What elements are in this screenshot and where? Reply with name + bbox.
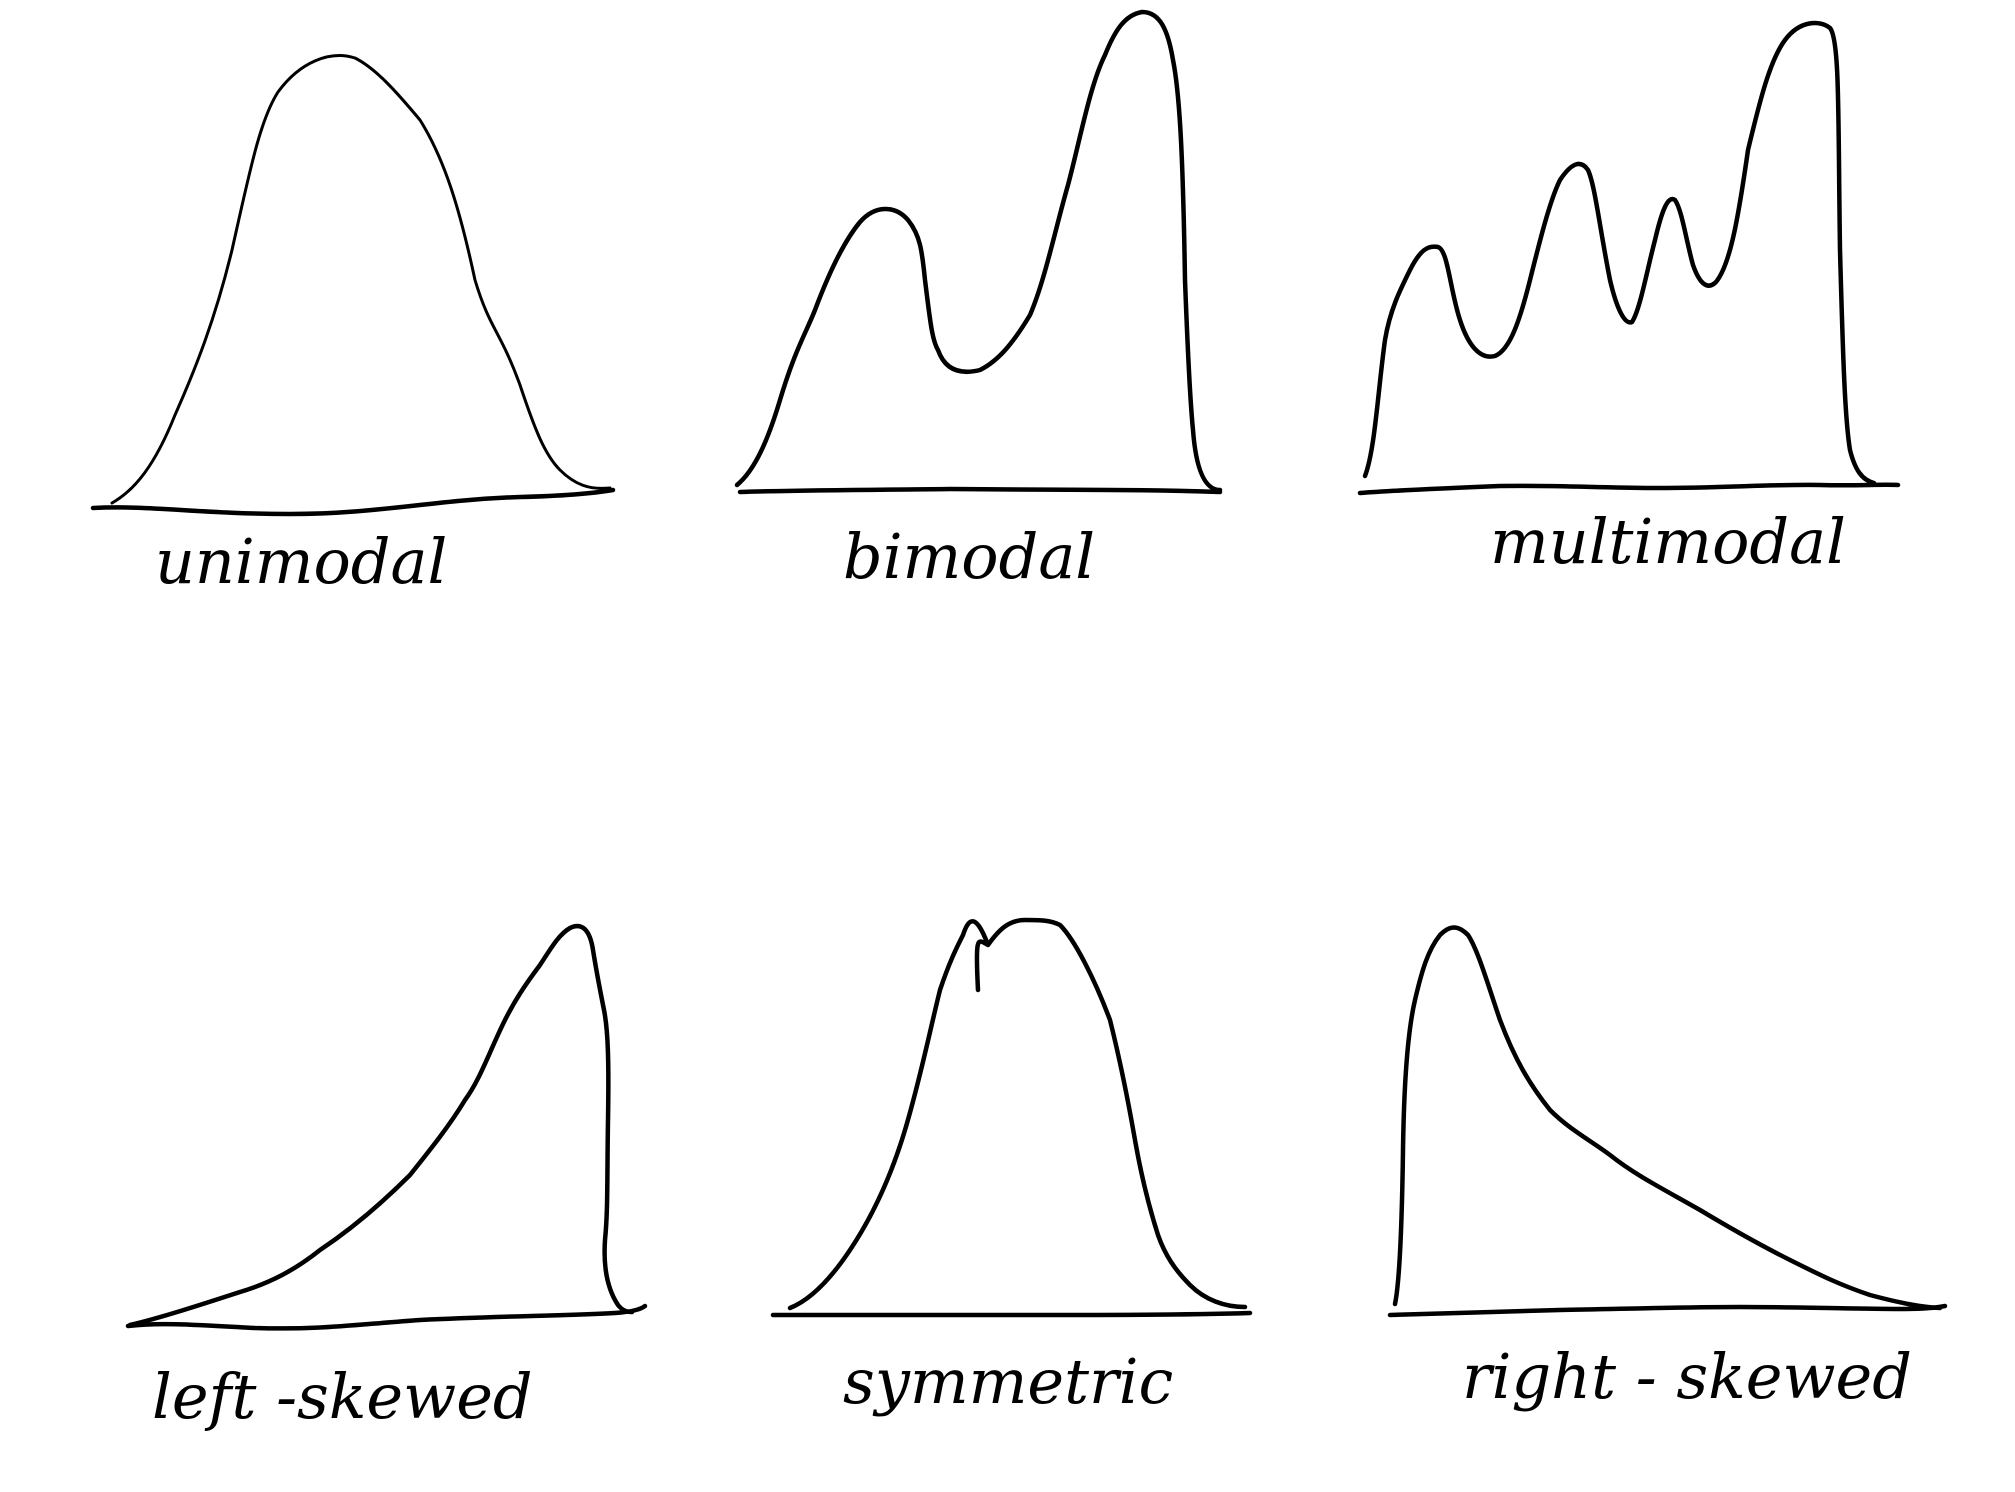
left-skewed-label: left -skewed [152, 1360, 533, 1433]
symmetric-curve [787, 917, 1248, 1311]
left-skewed-curve [127, 923, 635, 1328]
unimodal-curve [110, 54, 612, 505]
unimodal-baseline [90, 487, 616, 517]
panel-right-skewed: right - skewed [1387, 925, 1948, 1413]
bimodal-label: bimodal [843, 520, 1095, 593]
panel-unimodal: unimodal [90, 54, 616, 598]
panel-multimodal: multimodal [1357, 20, 1901, 578]
panel-left-skewed: left -skewed [125, 923, 648, 1433]
multimodal-label: multimodal [1490, 505, 1846, 578]
right-skewed-label: right - skewed [1462, 1340, 1912, 1413]
symmetric-baseline [770, 1310, 1253, 1318]
symmetric-label: symmetric [843, 1345, 1173, 1418]
bimodal-baseline [737, 486, 1223, 495]
unimodal-label: unimodal [155, 525, 447, 598]
right-skewed-curve [1392, 925, 1943, 1311]
panel-bimodal: bimodal [734, 9, 1223, 593]
multimodal-baseline [1357, 482, 1901, 496]
right-skewed-baseline [1387, 1303, 1948, 1318]
bimodal-curve [734, 9, 1223, 493]
multimodal-curve [1362, 20, 1877, 486]
panel-symmetric: symmetric [770, 917, 1253, 1418]
left-skewed-baseline [125, 1303, 648, 1331]
